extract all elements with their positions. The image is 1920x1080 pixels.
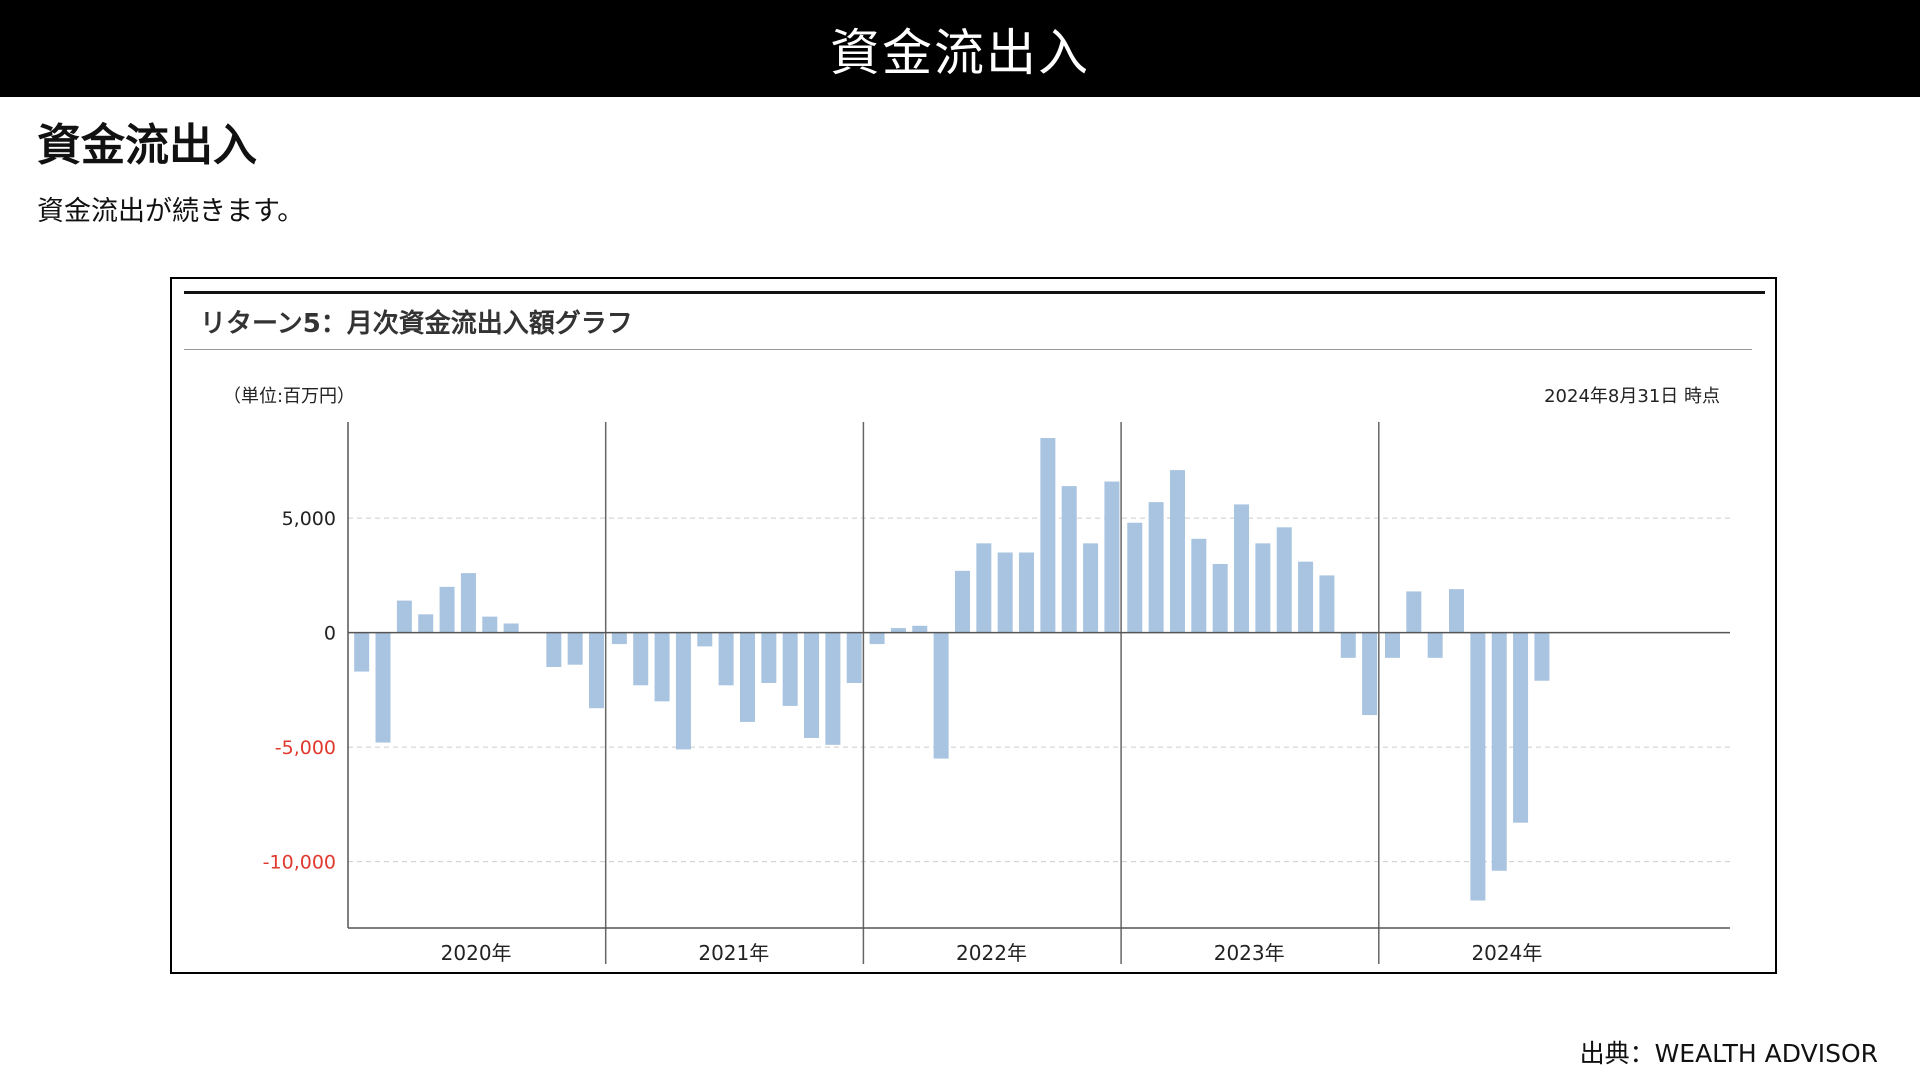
- bar: [912, 625, 928, 633]
- bar: [1470, 632, 1486, 901]
- bar: [1104, 481, 1120, 633]
- bar: [804, 632, 820, 738]
- x-year-label: 2021年: [698, 941, 769, 965]
- unit-label: （単位:百万円）: [223, 386, 355, 407]
- bar: [1191, 538, 1207, 633]
- bar: [418, 614, 434, 633]
- bar: [1384, 632, 1400, 658]
- bar: [1340, 632, 1356, 658]
- bar: [460, 573, 476, 633]
- bar: [396, 600, 412, 633]
- as-of-label: 2024年8月31日 時点: [1544, 386, 1720, 407]
- bar: [354, 632, 370, 672]
- x-year-label: 2020年: [441, 941, 512, 965]
- bar: [697, 632, 713, 647]
- bar: [846, 632, 862, 684]
- bar: [1319, 575, 1335, 633]
- bar: [825, 632, 841, 745]
- bar: [375, 632, 391, 743]
- y-tick-label: -10,000: [263, 852, 336, 874]
- bar: [611, 632, 627, 645]
- bar: [675, 632, 691, 750]
- bar: [633, 632, 649, 686]
- bar: [739, 632, 755, 722]
- bar: [1083, 543, 1099, 633]
- bar: [933, 632, 949, 759]
- bar: [782, 632, 798, 706]
- bar: [1491, 632, 1507, 871]
- bar: [1255, 543, 1271, 633]
- bar: [1061, 486, 1077, 633]
- y-tick-label: 0: [324, 623, 336, 645]
- bar: [1169, 470, 1185, 633]
- bar: [1212, 563, 1228, 633]
- y-tick-label: -5,000: [275, 737, 336, 759]
- bar: [1234, 504, 1250, 633]
- bar: [1276, 527, 1292, 633]
- chart-top-rule: [184, 291, 1765, 294]
- bar: [718, 632, 734, 686]
- bar: [1362, 632, 1378, 716]
- bar: [761, 632, 777, 684]
- bar: [976, 543, 992, 633]
- fund-flow-chart: （単位:百万円） 2024年8月31日 時点 5,000 0 -5,000 -10,0…: [223, 386, 1730, 965]
- bar: [890, 628, 906, 633]
- bar: [1406, 591, 1422, 633]
- section-subtitle: 資金流出が続きます。: [37, 196, 305, 227]
- x-year-label: 2024年: [1471, 941, 1542, 965]
- source-credit: 出典：WEALTH ADVISOR: [1579, 1039, 1878, 1068]
- bar: [997, 552, 1013, 633]
- bar: [546, 632, 562, 667]
- bar: [654, 632, 670, 702]
- chart-heading-rule: [184, 349, 1752, 350]
- bar: [1449, 589, 1465, 633]
- chart-frame: リターン5：月次資金流出入額グラフ （単位:百万円） 2024年8月31日 時点…: [170, 277, 1777, 974]
- x-year-label: 2023年: [1214, 941, 1285, 965]
- bar: [439, 586, 455, 633]
- bar: [1298, 561, 1314, 633]
- bar: [1534, 632, 1550, 681]
- bar: [482, 616, 498, 633]
- bar: [1040, 438, 1056, 633]
- x-year-label: 2022年: [956, 941, 1027, 965]
- bar: [1148, 502, 1164, 633]
- bar: [869, 632, 885, 645]
- section-title: 資金流出入: [37, 120, 257, 171]
- bar: [954, 570, 970, 633]
- bar: [567, 632, 583, 665]
- bar: [1427, 632, 1443, 658]
- header-title: 資金流出入: [830, 23, 1090, 82]
- bar: [589, 632, 605, 709]
- bar: [503, 623, 519, 633]
- bar: [1513, 632, 1529, 823]
- chart-title: リターン5：月次資金流出入額グラフ: [200, 309, 633, 339]
- header-bar: 資金流出入: [0, 0, 1920, 97]
- bar: [1127, 522, 1143, 633]
- y-tick-label: 5,000: [282, 508, 336, 530]
- bar: [1019, 552, 1035, 633]
